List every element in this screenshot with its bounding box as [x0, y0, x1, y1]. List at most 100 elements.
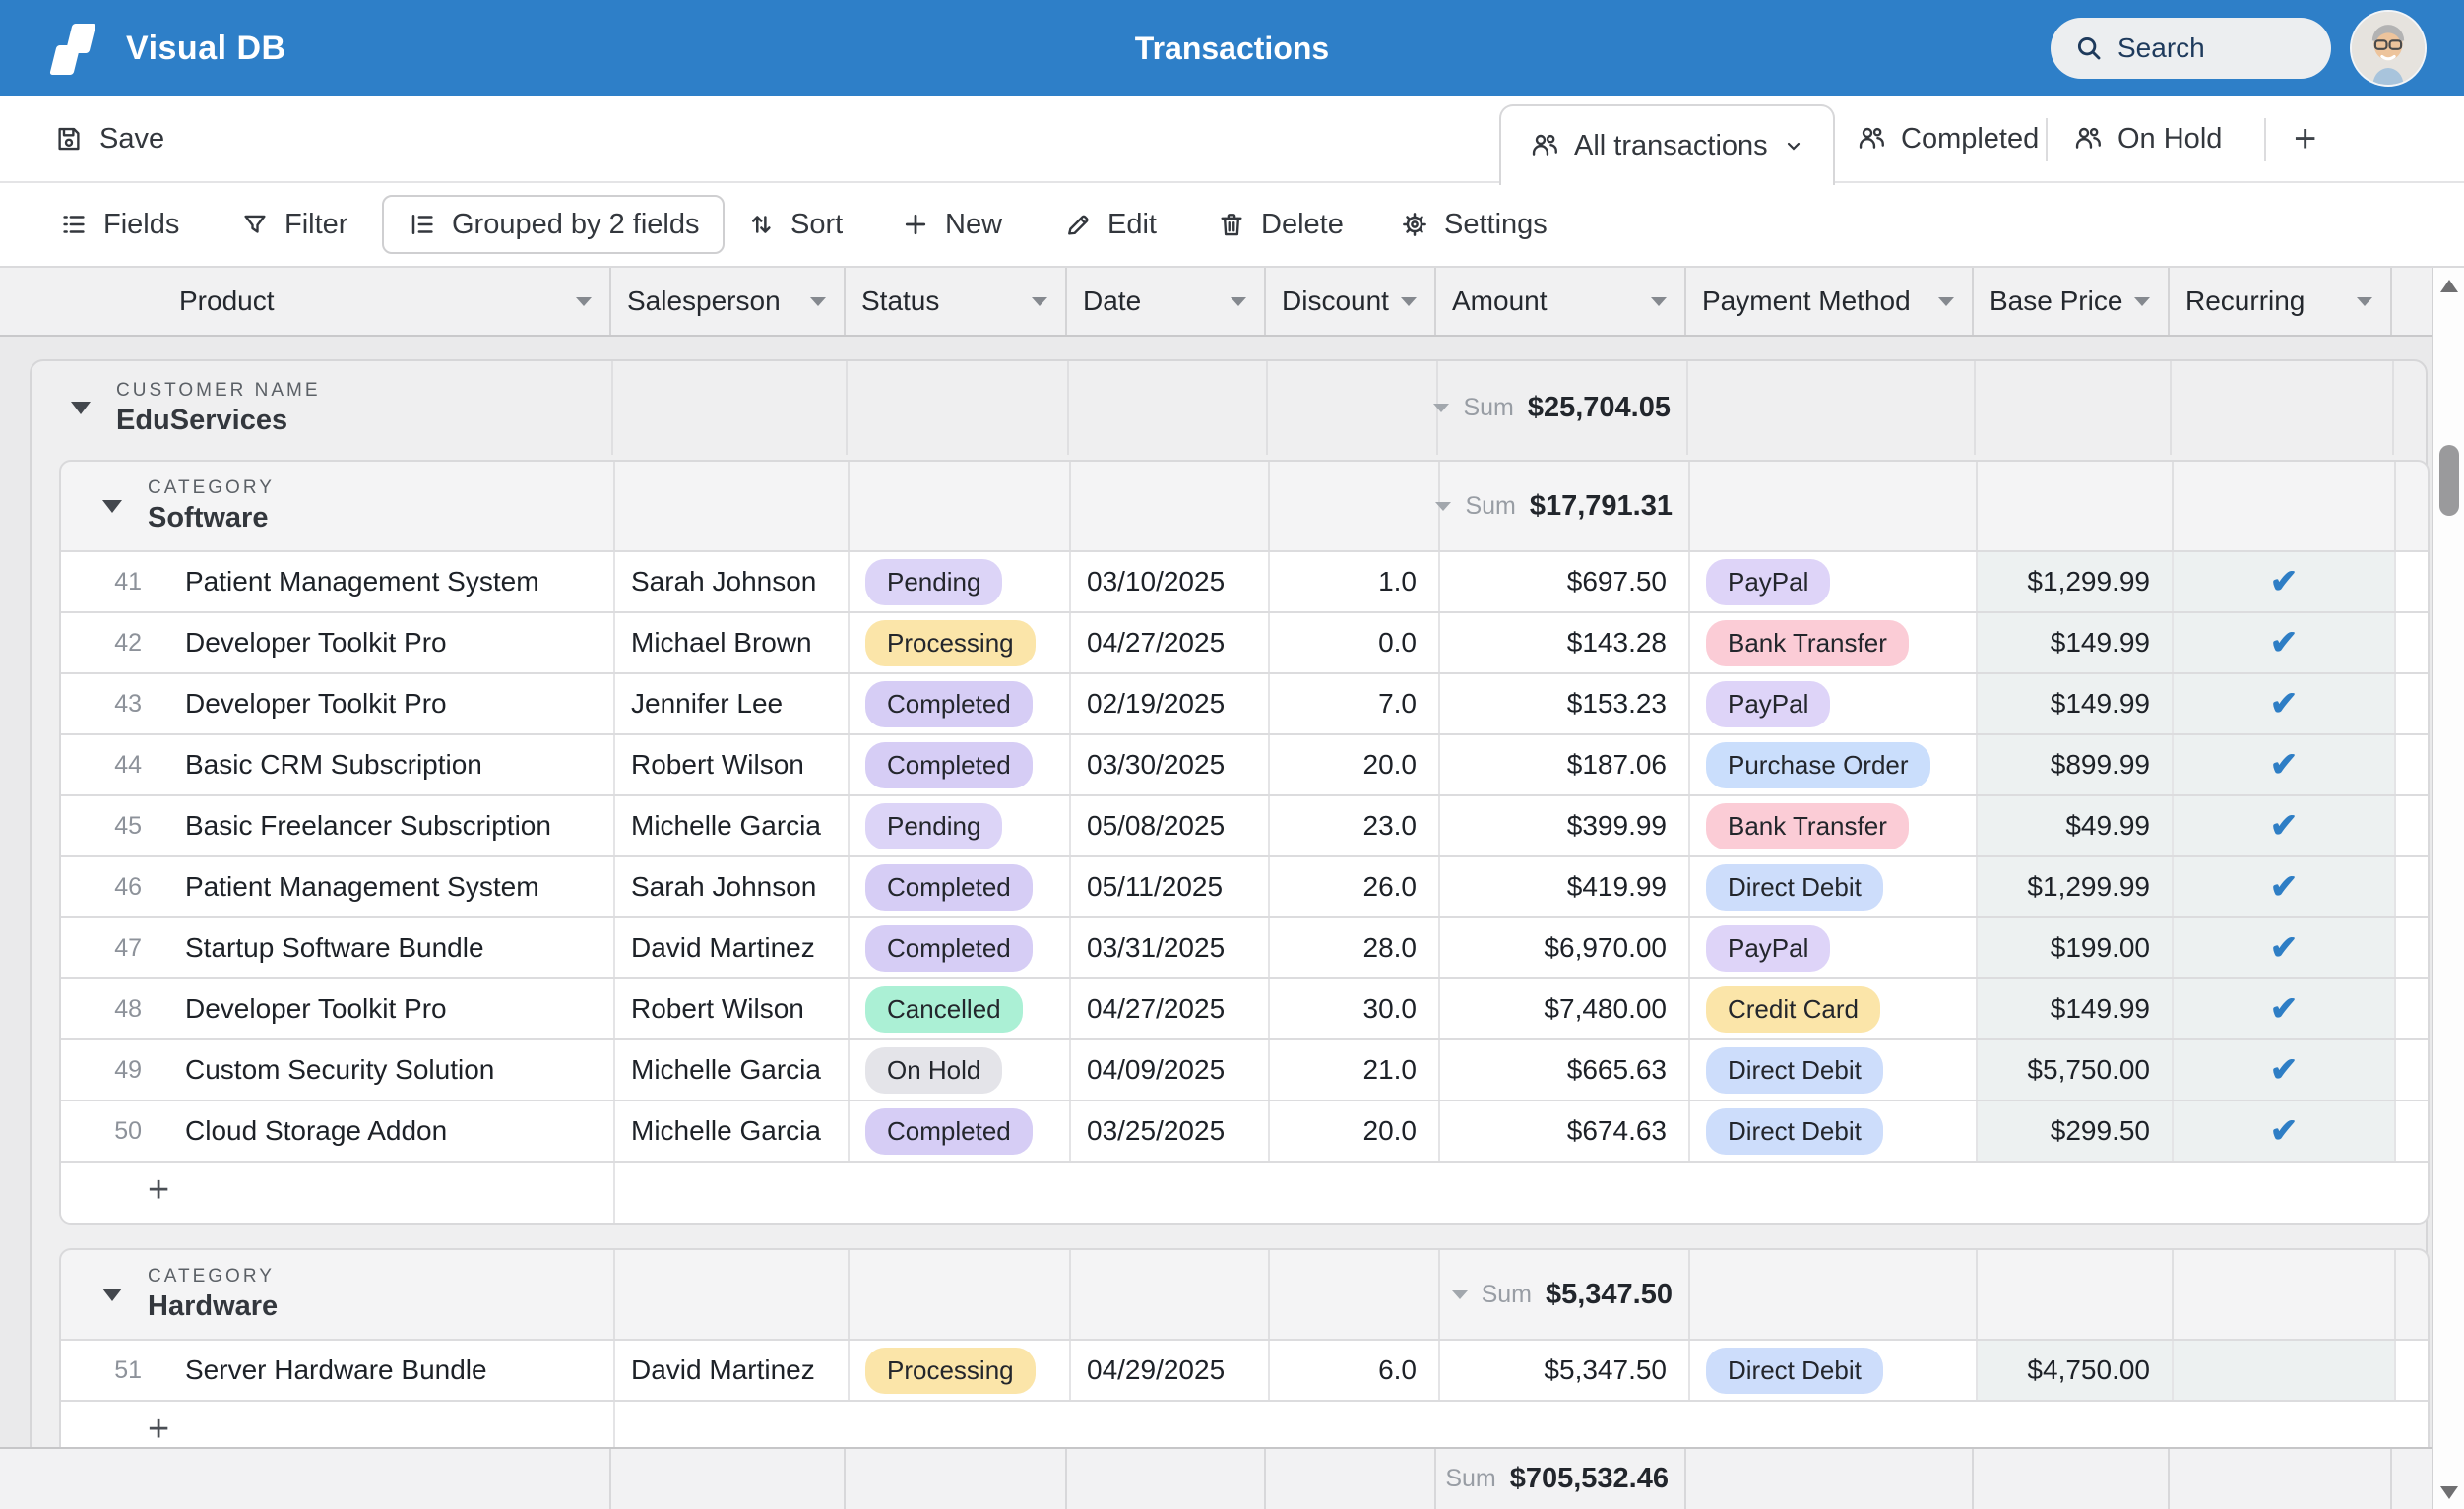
plus-icon[interactable]: + — [148, 1409, 170, 1450]
add-view-button[interactable]: + — [2294, 116, 2317, 160]
cell-payment-method[interactable]: PayPal — [1690, 918, 1978, 977]
cell-status[interactable]: Cancelled — [850, 979, 1071, 1038]
cell-recurring[interactable]: ✔ — [2174, 552, 2396, 611]
plus-icon[interactable]: + — [148, 1169, 170, 1211]
cell-amount[interactable]: $674.63 — [1440, 1101, 1690, 1161]
cell-recurring[interactable]: ✔ — [2174, 857, 2396, 916]
filter-button[interactable]: Filter — [240, 183, 347, 266]
column-dropdown-icon[interactable] — [1032, 296, 1047, 306]
cell-salesperson[interactable]: Jennifer Lee — [615, 674, 850, 733]
cell-product[interactable]: 41 Patient Management System — [61, 552, 615, 611]
fields-button[interactable]: Fields — [59, 183, 179, 266]
column-dropdown-icon[interactable] — [1651, 296, 1667, 306]
cell-discount[interactable]: 26.0 — [1270, 857, 1440, 916]
delete-button[interactable]: Delete — [1217, 183, 1344, 266]
cell-date[interactable]: 03/31/2025 — [1071, 918, 1270, 977]
group-title-cell[interactable]: CATEGORY Software — [61, 462, 615, 550]
cell-discount[interactable]: 0.0 — [1270, 613, 1440, 672]
cell-product[interactable]: 44 Basic CRM Subscription — [61, 735, 615, 794]
cell-discount[interactable]: 30.0 — [1270, 979, 1440, 1038]
cell-amount[interactable]: $665.63 — [1440, 1040, 1690, 1100]
sum-dropdown-icon[interactable] — [1435, 501, 1452, 511]
cell-base-price[interactable]: $199.00 — [1978, 918, 2174, 977]
cell-salesperson[interactable]: Robert Wilson — [615, 979, 850, 1038]
cell-amount[interactable]: $187.06 — [1440, 735, 1690, 794]
cell-discount[interactable]: 20.0 — [1270, 1101, 1440, 1161]
cell-payment-method[interactable]: Direct Debit — [1690, 1101, 1978, 1161]
cell-salesperson[interactable]: David Martinez — [615, 918, 850, 977]
cell-payment-method[interactable]: Bank Transfer — [1690, 796, 1978, 855]
tab-completed[interactable]: Completed — [1856, 96, 2039, 181]
sort-button[interactable]: Sort — [746, 183, 843, 266]
cell-discount[interactable]: 28.0 — [1270, 918, 1440, 977]
group-title-cell[interactable]: CATEGORY Hardware — [61, 1250, 615, 1339]
cell-payment-method[interactable]: Credit Card — [1690, 979, 1978, 1038]
table-row[interactable]: 51 Server Hardware Bundle David Martinez Pr… — [61, 1339, 2428, 1400]
column-header-product[interactable]: Product — [0, 268, 611, 335]
table-row[interactable]: 41 Patient Management System Sarah Johnson… — [61, 550, 2428, 611]
group-sum-cell[interactable]: Sum $17,791.31 — [1435, 462, 1690, 550]
cell-payment-method[interactable]: Bank Transfer — [1690, 613, 1978, 672]
cell-status[interactable]: Completed — [850, 735, 1071, 794]
column-header-payment-method[interactable]: Payment Method — [1686, 268, 1974, 335]
cell-base-price[interactable]: $1,299.99 — [1978, 857, 2174, 916]
cell-recurring[interactable]: ✔ — [2174, 918, 2396, 977]
cell-amount[interactable]: $143.28 — [1440, 613, 1690, 672]
cell-status[interactable]: Completed — [850, 857, 1071, 916]
settings-button[interactable]: Settings — [1400, 183, 1548, 266]
cell-discount[interactable]: 6.0 — [1270, 1341, 1440, 1400]
cell-payment-method[interactable]: Direct Debit — [1690, 1341, 1978, 1400]
sum-dropdown-icon[interactable] — [1451, 1289, 1468, 1299]
column-header-status[interactable]: Status — [846, 268, 1067, 335]
cell-base-price[interactable]: $49.99 — [1978, 796, 2174, 855]
column-dropdown-icon[interactable] — [1401, 296, 1417, 306]
cell-date[interactable]: 02/19/2025 — [1071, 674, 1270, 733]
cell-product[interactable]: 42 Developer Toolkit Pro — [61, 613, 615, 672]
cell-date[interactable]: 03/30/2025 — [1071, 735, 1270, 794]
cell-payment-method[interactable]: PayPal — [1690, 674, 1978, 733]
collapse-arrow-icon[interactable] — [102, 499, 122, 513]
cell-salesperson[interactable]: Michelle Garcia — [615, 1101, 850, 1161]
cell-amount[interactable]: $697.50 — [1440, 552, 1690, 611]
save-button[interactable]: Save — [54, 96, 164, 181]
cell-payment-method[interactable]: Purchase Order — [1690, 735, 1978, 794]
cell-status[interactable]: Pending — [850, 796, 1071, 855]
grouped-by-button[interactable]: Grouped by 2 fields — [382, 195, 726, 254]
column-header-salesperson[interactable]: Salesperson — [611, 268, 846, 335]
cell-salesperson[interactable]: Michelle Garcia — [615, 1040, 850, 1100]
cell-date[interactable]: 04/29/2025 — [1071, 1341, 1270, 1400]
collapse-arrow-icon[interactable] — [71, 402, 91, 414]
cell-salesperson[interactable]: David Martinez — [615, 1341, 850, 1400]
collapse-arrow-icon[interactable] — [102, 1288, 122, 1301]
cell-amount[interactable]: $5,347.50 — [1440, 1341, 1690, 1400]
cell-recurring[interactable] — [2174, 1341, 2396, 1400]
cell-payment-method[interactable]: Direct Debit — [1690, 1040, 1978, 1100]
table-row[interactable]: 50 Cloud Storage Addon Michelle Garcia Comp… — [61, 1100, 2428, 1161]
cell-base-price[interactable]: $4,750.00 — [1978, 1341, 2174, 1400]
cell-status[interactable]: Processing — [850, 1341, 1071, 1400]
cell-date[interactable]: 04/27/2025 — [1071, 979, 1270, 1038]
cell-base-price[interactable]: $1,299.99 — [1978, 552, 2174, 611]
table-row[interactable]: 43 Developer Toolkit Pro Jennifer Lee Compl… — [61, 672, 2428, 733]
cell-status[interactable]: On Hold — [850, 1040, 1071, 1100]
cell-discount[interactable]: 7.0 — [1270, 674, 1440, 733]
cell-recurring[interactable]: ✔ — [2174, 674, 2396, 733]
cell-product[interactable]: 46 Patient Management System — [61, 857, 615, 916]
cell-recurring[interactable]: ✔ — [2174, 1040, 2396, 1100]
column-header-amount[interactable]: Amount — [1436, 268, 1686, 335]
table-row[interactable]: 49 Custom Security Solution Michelle Garci… — [61, 1038, 2428, 1100]
user-avatar[interactable] — [2350, 10, 2427, 87]
cell-product[interactable]: 51 Server Hardware Bundle — [61, 1341, 615, 1400]
cell-product[interactable]: 45 Basic Freelancer Subscription — [61, 796, 615, 855]
cell-salesperson[interactable]: Michael Brown — [615, 613, 850, 672]
column-header-discount[interactable]: Discount — [1266, 268, 1436, 335]
column-header-base-price[interactable]: Base Price — [1974, 268, 2170, 335]
cell-base-price[interactable]: $149.99 — [1978, 979, 2174, 1038]
search-box[interactable] — [2051, 18, 2464, 79]
group-sum-cell[interactable]: Sum $5,347.50 — [1440, 1250, 1690, 1339]
scrollbar-thumb[interactable] — [2439, 445, 2459, 516]
cell-date[interactable]: 05/11/2025 — [1071, 857, 1270, 916]
cell-payment-method[interactable]: Direct Debit — [1690, 857, 1978, 916]
cell-discount[interactable]: 23.0 — [1270, 796, 1440, 855]
cell-recurring[interactable]: ✔ — [2174, 979, 2396, 1038]
